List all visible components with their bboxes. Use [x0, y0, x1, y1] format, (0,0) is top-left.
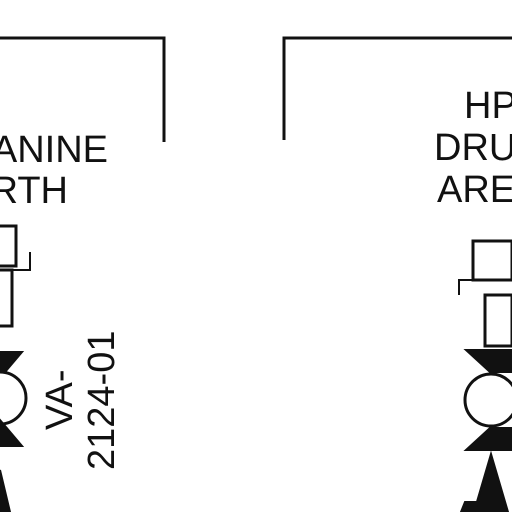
right-area-label-line-2: DRU — [434, 127, 512, 169]
left-actuator-stem-box — [0, 268, 14, 328]
left-actuator-box — [0, 224, 18, 268]
left-valve-tag-line-1: VA- — [39, 369, 81, 430]
left-flow-arrow — [0, 469, 12, 512]
right-valve-assembly — [458, 239, 512, 512]
right-valve-wedge-upper — [463, 349, 512, 373]
left-area-label-line-1: ANINE — [0, 129, 108, 171]
right-actuator-bracket — [458, 279, 512, 295]
right-actuator-box — [471, 239, 512, 282]
right-valve-wedge-lower — [463, 427, 512, 451]
right-actuator-stem-box — [483, 293, 512, 348]
right-flow-arrow — [472, 450, 510, 512]
right-valve-ball — [463, 372, 512, 428]
right-area-label-line-3: ARE — [437, 169, 512, 211]
left-valve-ball — [0, 370, 28, 426]
left-area-boundary — [0, 36, 166, 142]
right-flow-arrow-base — [459, 501, 480, 512]
left-valve-wedge-lower — [0, 418, 25, 447]
left-area-label-line-2: RTH — [0, 170, 68, 212]
right-area-boundary — [282, 36, 512, 140]
left-valve-assembly — [0, 224, 31, 512]
right-area-label-line-1: HP — [464, 85, 512, 127]
left-valve-tag-line-2: 2124-01 — [81, 331, 123, 470]
